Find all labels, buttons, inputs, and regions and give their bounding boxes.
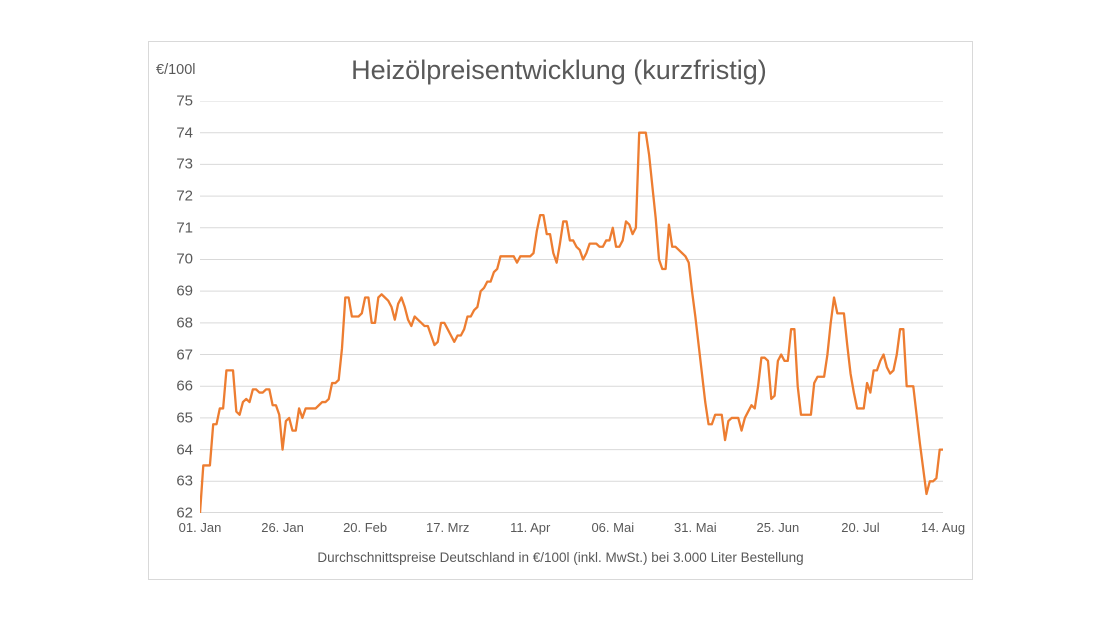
y-tick-label: 74 <box>176 124 193 142</box>
y-tick-label: 64 <box>176 441 193 459</box>
y-tick-label: 65 <box>176 409 193 427</box>
y-tick-label: 69 <box>176 282 193 300</box>
y-axis-unit-label: €/100l <box>156 62 196 78</box>
y-tick-label: 73 <box>176 155 193 173</box>
x-tick-label: 20. Feb <box>343 520 388 535</box>
x-tick-label: 26. Jan <box>261 520 304 535</box>
y-tick-label: 70 <box>176 250 193 268</box>
x-tick-label: 14. Aug <box>920 520 966 535</box>
grid-lines <box>200 101 943 482</box>
x-tick-label: 17. Mrz <box>425 520 470 535</box>
plot-area <box>200 101 943 513</box>
chart-title: Heizölpreisentwicklung (kurzfristig) <box>351 55 767 85</box>
y-tick-label: 71 <box>176 219 193 237</box>
y-tick-label: 75 <box>176 92 193 110</box>
y-tick-label: 62 <box>176 504 193 522</box>
chart-footnote: Durchschnittspreise Deutschland in €/100… <box>317 550 804 565</box>
y-tick-label: 72 <box>176 187 193 205</box>
x-tick-label: 31. Mai <box>674 520 717 535</box>
y-tick-label: 67 <box>176 346 193 364</box>
x-tick-label: 06. Mai <box>591 520 635 535</box>
y-tick-label: 68 <box>176 314 193 332</box>
x-tick-label: 25. Jun <box>756 520 800 535</box>
x-tick-label: 20. Jul <box>841 520 880 535</box>
x-tick-label: 01. Jan <box>178 520 222 535</box>
chart-svg <box>200 101 943 513</box>
y-tick-label: 63 <box>176 472 193 490</box>
y-tick-label: 66 <box>176 377 193 395</box>
x-tick-label: 11. Apr <box>510 520 551 535</box>
data-series-line <box>200 131 943 513</box>
chart-container: Heizölpreisentwicklung (kurzfristig) €/1… <box>148 41 973 580</box>
